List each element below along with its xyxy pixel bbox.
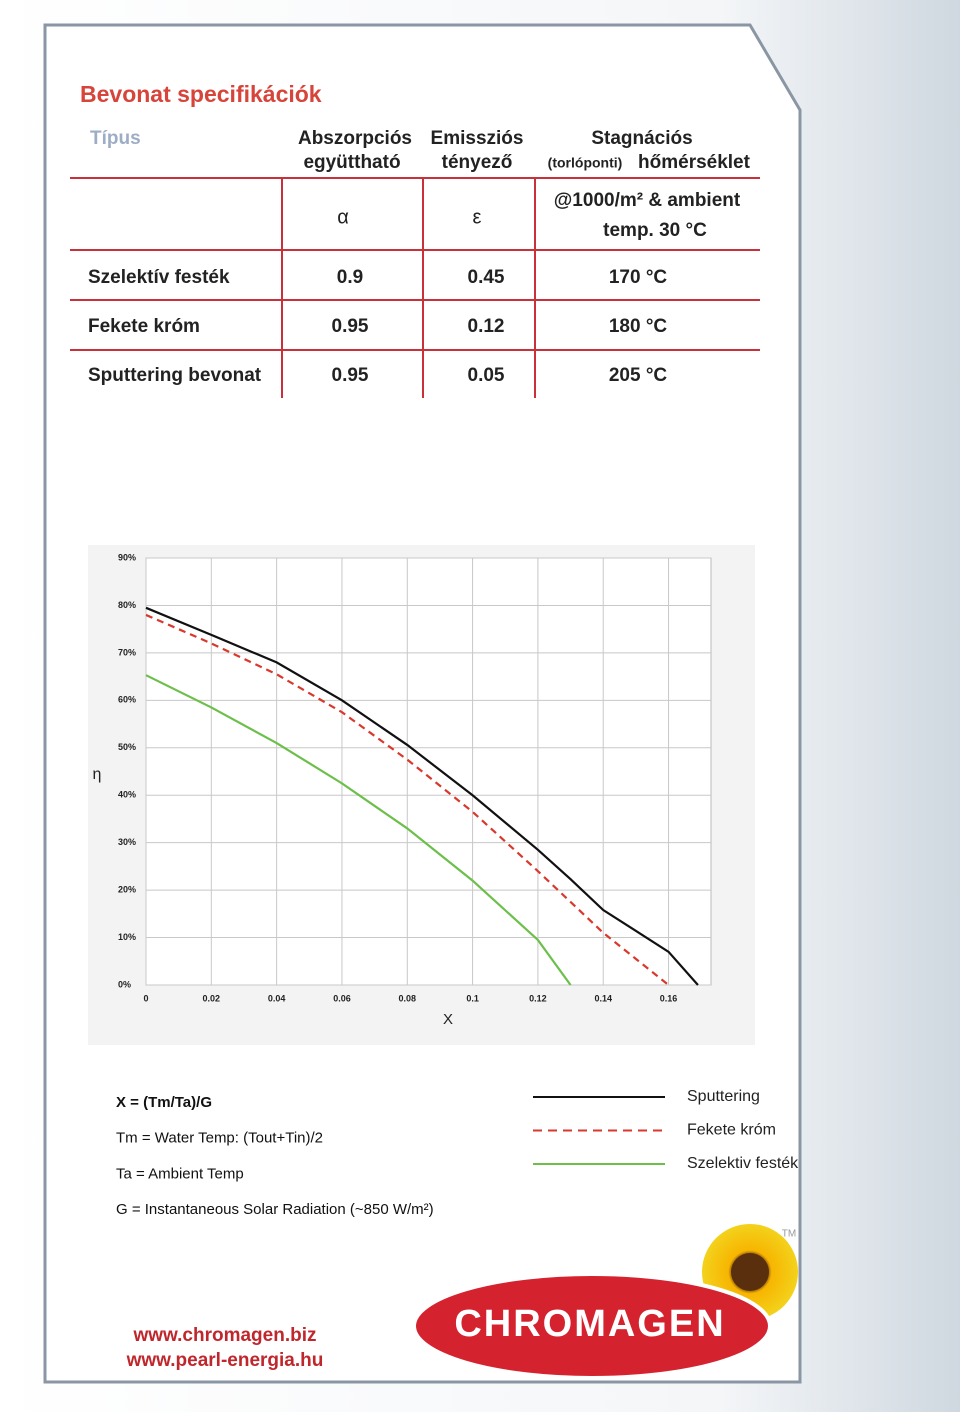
link[interactable]: www.chromagen.biz xyxy=(133,1325,317,1346)
y-tick-label: 70% xyxy=(118,647,136,657)
legend-label: Fekete króm xyxy=(687,1122,776,1139)
y-tick-label: 90% xyxy=(118,552,136,562)
note: X = (Tm/Ta)/G xyxy=(116,1094,212,1111)
condition: @1000/m² & ambient xyxy=(554,190,741,211)
flower-center xyxy=(731,1253,769,1291)
x-axis-label: X xyxy=(443,1011,453,1028)
y-tick-label: 0% xyxy=(118,979,131,989)
note: Ta = Ambient Temp xyxy=(116,1165,244,1182)
table: Típus Abszorpciós együttható Emissziós t… xyxy=(70,128,760,398)
y-tick-label: 20% xyxy=(118,884,136,894)
x-tick-label: 0.04 xyxy=(268,993,286,1003)
header-cell: tényező xyxy=(442,152,513,173)
header-cell: Stagnációs xyxy=(591,128,692,149)
y-axis-label: η xyxy=(93,766,102,783)
series-line xyxy=(145,674,572,986)
chart: 0% 10% 20% 30% 40% 50% 60% 70% 80% 90% 0 0.02 0.04 0.… xyxy=(93,552,800,1172)
table-cell: 180 °C xyxy=(609,316,668,337)
header-cell: hőmérséklet xyxy=(638,152,751,173)
x-tick-label: 0.02 xyxy=(203,993,221,1003)
y-tick-label: 80% xyxy=(118,600,136,610)
table-cell: 0.95 xyxy=(332,365,369,386)
y-tick-label: 30% xyxy=(118,837,136,847)
plot-area xyxy=(145,557,712,986)
y-tick-label: 10% xyxy=(118,932,136,942)
title: Bevonat specifikációk xyxy=(80,81,322,107)
logo: CHROMAGEN xyxy=(454,1303,725,1345)
table-cell: Sputtering bevonat xyxy=(88,365,262,386)
table-cell: 0.95 xyxy=(332,316,369,337)
x-tick-label: 0.12 xyxy=(529,993,547,1003)
x-tick-label: 0 xyxy=(143,993,148,1003)
legend-label: Szelektiv festék xyxy=(687,1155,799,1172)
symbol: ε xyxy=(473,206,482,228)
logo-badge xyxy=(412,1272,772,1380)
table-cell: 205 °C xyxy=(609,365,668,386)
table-cell: Fekete króm xyxy=(88,316,200,337)
x-tick-label: 0.08 xyxy=(399,993,417,1003)
series-line xyxy=(145,606,699,986)
link[interactable]: www.pearl-energia.hu xyxy=(126,1350,324,1371)
note: G = Instantaneous Solar Radiation (~850 … xyxy=(116,1201,434,1218)
x-tick-label: 0.14 xyxy=(594,993,612,1003)
y-tick-label: 60% xyxy=(118,695,136,705)
table-cell: 170 °C xyxy=(609,267,668,288)
y-tick-label: 40% xyxy=(118,790,136,800)
condition: temp. 30 °C xyxy=(603,220,707,241)
table-cell: 0.45 xyxy=(468,267,505,288)
header-cell: (torlóponti) xyxy=(548,155,623,171)
series-line xyxy=(145,613,670,986)
note: Tm = Water Temp: (Tout+Tin)/2 xyxy=(116,1130,323,1147)
header-cell: Típus xyxy=(90,128,141,149)
header-cell: Emissziós xyxy=(431,128,524,149)
table-cell: 0.12 xyxy=(468,316,505,337)
x-tick-label: 0.16 xyxy=(660,993,678,1003)
header-cell: Abszorpciós xyxy=(298,128,412,149)
header-cell: együttható xyxy=(303,152,400,173)
y-tick-label: 50% xyxy=(118,742,136,752)
table-cell: Szelektív festék xyxy=(88,267,230,288)
symbol: α xyxy=(337,206,349,228)
table-cell: 0.9 xyxy=(337,267,363,288)
legend-label: Sputtering xyxy=(687,1088,760,1105)
x-tick-label: 0.1 xyxy=(466,993,479,1003)
table-cell: 0.05 xyxy=(468,365,505,386)
x-tick-label: 0.06 xyxy=(333,993,351,1003)
trademark: TM xyxy=(782,1229,796,1240)
